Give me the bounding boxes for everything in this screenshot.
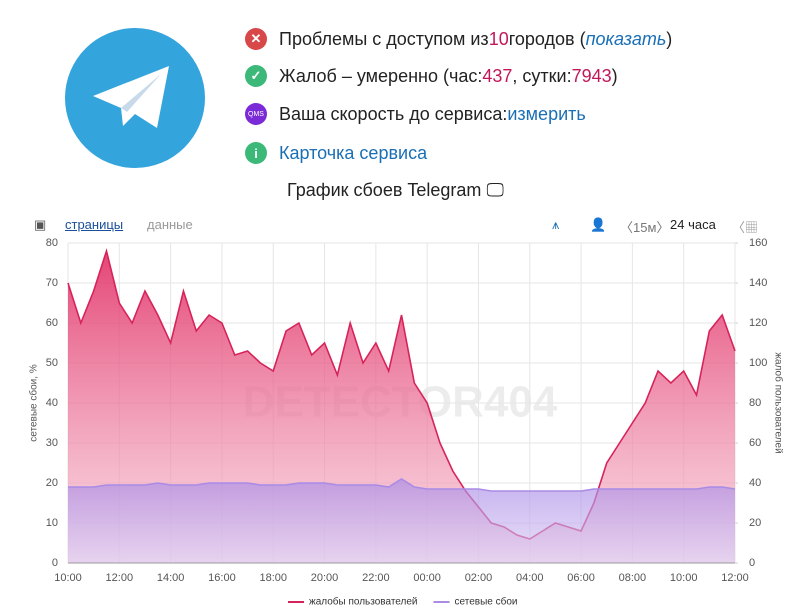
text: городов ( (508, 28, 586, 49)
period[interactable]: 24 часа (670, 217, 716, 232)
line (68, 478, 736, 492)
y2-tick-label: 80 (749, 397, 761, 409)
y2-tick-label: 140 (749, 277, 767, 289)
day: 7943 (571, 65, 612, 86)
card-row: i Карточка сервиса (245, 142, 427, 164)
interval[interactable]: 15м (633, 220, 657, 235)
complaints-row: ✓ Жалоб – умеренно (час: 437, сутки: 7943… (245, 65, 618, 87)
tab[interactable]: данные (147, 217, 193, 232)
y-tick-label: 0 (52, 557, 58, 569)
count: 10 (488, 28, 509, 49)
text: , сутки: (512, 65, 572, 86)
y-axis-label: сетевые сбои, % (28, 364, 40, 442)
y-tick-label: 10 (46, 517, 58, 529)
x-tick-label: 12:00 (721, 572, 749, 584)
y-tick-label: 60 (46, 317, 58, 329)
y2-tick-label: 0 (749, 557, 755, 569)
x-tick-label: 10:00 (670, 572, 698, 584)
y-tick-label: 70 (46, 277, 58, 289)
chart-heading: График сбоев Telegram 🖵 (287, 180, 504, 200)
x-tick-label: 00:00 (413, 572, 441, 584)
show-link[interactable]: показать (585, 28, 667, 49)
area (68, 479, 735, 563)
y2-tick-label: 20 (749, 517, 761, 529)
y2-tick-label: 100 (749, 357, 767, 369)
y-tick-label: 20 (46, 477, 58, 489)
x-tick-label: 14:00 (157, 572, 185, 584)
access-row: ✕ Проблемы с доступом из 10 городов (пока… (245, 28, 672, 50)
y-tick-label: 30 (46, 437, 58, 449)
measure-link[interactable]: измерить (507, 103, 586, 124)
y2-tick-label: 40 (749, 477, 761, 489)
x-tick-label: 02:00 (465, 572, 493, 584)
y-tick-label: 50 (46, 357, 58, 369)
x-tick-label: 20:00 (311, 572, 339, 584)
y-tick-label: 40 (46, 397, 58, 409)
y2-tick-label: 120 (749, 317, 767, 329)
card-link[interactable]: Карточка сервиса (279, 142, 428, 163)
toolbar: ▣ страницы данные ⩚ 👤 〈15м〉 24 часа 〈▦ (34, 217, 759, 235)
line (67, 248, 736, 540)
x-tick-label: 06:00 (567, 572, 595, 584)
legend-label: жалобы пользователей (309, 596, 418, 608)
x-tick-label: 08:00 (619, 572, 647, 584)
x-tick-label: 16:00 (208, 572, 236, 584)
text: Проблемы с доступом из (279, 28, 489, 49)
text: ) (666, 28, 673, 49)
qms-badge: QMS (245, 103, 267, 125)
tab[interactable]: страницы (65, 217, 124, 232)
y2-tick-label: 60 (749, 437, 761, 449)
legend-label: сетевые сбои (455, 596, 518, 608)
x-tick-label: 10:00 (54, 572, 82, 584)
speed-row: QMS Ваша скорость до сервиса: измерить (245, 103, 586, 125)
y2-tick-label: 160 (749, 237, 767, 249)
y-tick-label: 80 (46, 237, 58, 249)
x-tick-label: 18:00 (259, 572, 287, 584)
title: График сбоев Telegram (287, 180, 482, 200)
text: Ваша скорость до сервиса: (279, 103, 508, 124)
x-tick-label: 04:00 (516, 572, 544, 584)
hour: 437 (482, 65, 513, 86)
y2-axis-label: жалоб пользователей (772, 352, 784, 453)
text: ) (611, 65, 618, 86)
text: Жалоб – умеренно (час: (279, 65, 483, 86)
x-tick-label: 22:00 (362, 572, 390, 584)
telegram-logo (65, 28, 205, 168)
x-tick-label: 12:00 (106, 572, 134, 584)
